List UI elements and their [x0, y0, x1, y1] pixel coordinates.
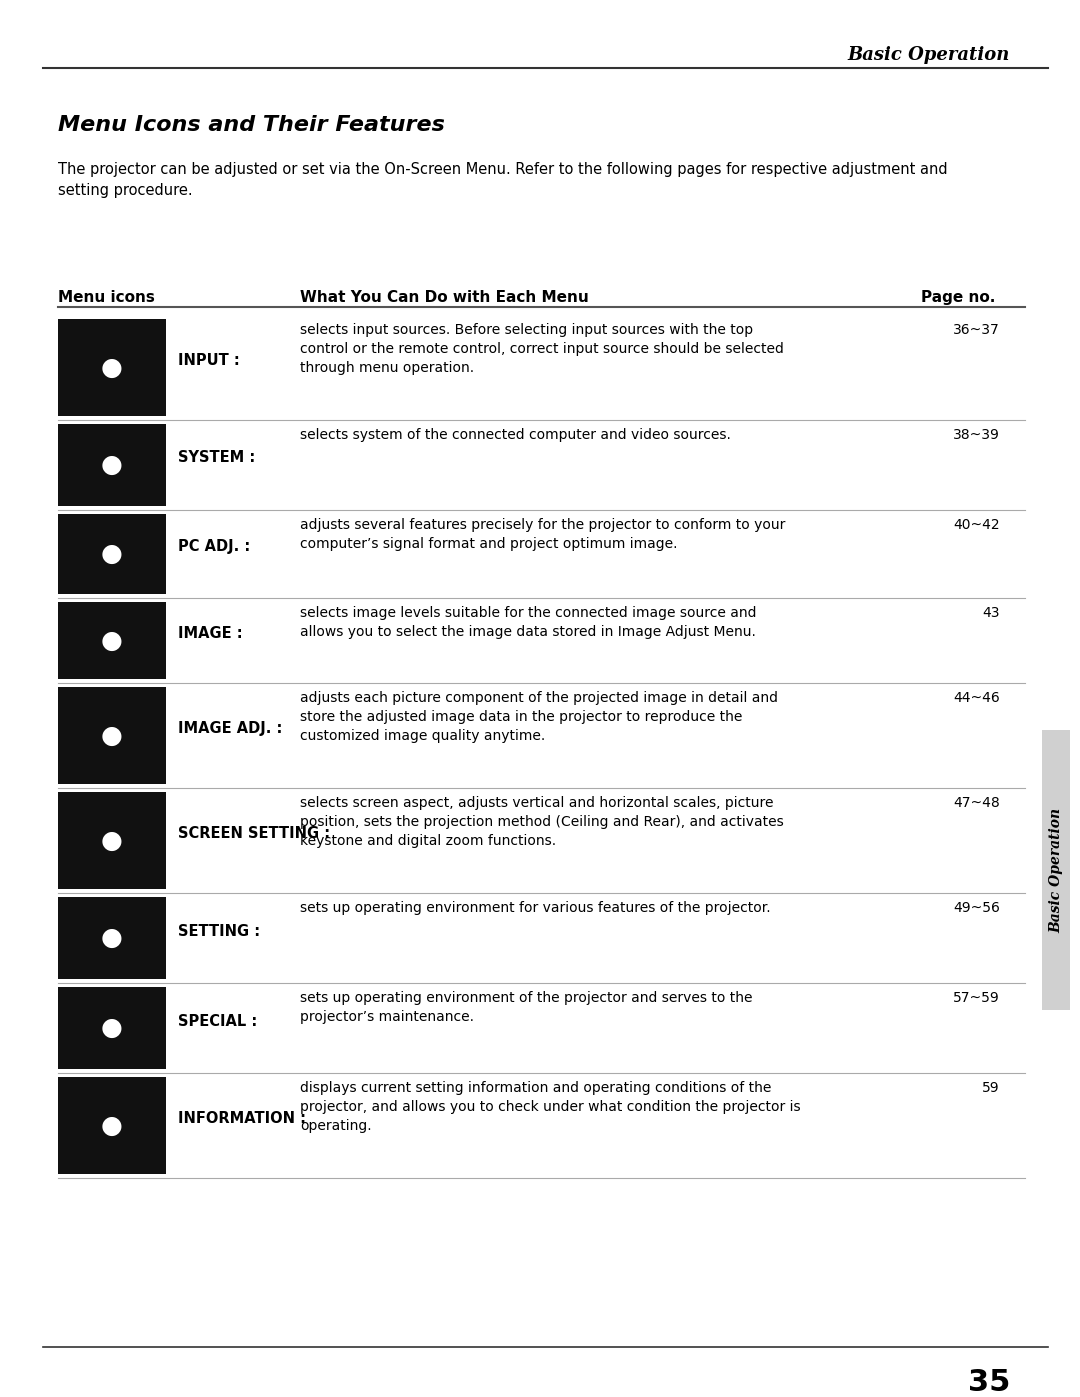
Text: selects image levels suitable for the connected image source and
allows you to s: selects image levels suitable for the co… [300, 606, 756, 638]
Text: 49~56: 49~56 [954, 901, 1000, 915]
Text: ●: ● [102, 926, 123, 950]
Text: 59: 59 [983, 1081, 1000, 1095]
Text: 40~42: 40~42 [954, 518, 1000, 532]
Text: sets up operating environment of the projector and serves to the
projector’s mai: sets up operating environment of the pro… [300, 990, 753, 1024]
Text: INFORMATION :: INFORMATION : [178, 1111, 306, 1126]
Text: ●: ● [102, 828, 123, 852]
Text: ●: ● [102, 724, 123, 747]
Text: 38~39: 38~39 [954, 427, 1000, 441]
Text: Page no.: Page no. [920, 291, 995, 305]
Text: ●: ● [102, 542, 123, 566]
Text: IMAGE ADJ. :: IMAGE ADJ. : [178, 721, 282, 736]
FancyBboxPatch shape [58, 514, 166, 594]
Text: 44~46: 44~46 [954, 692, 1000, 705]
FancyBboxPatch shape [58, 792, 166, 888]
Text: adjusts each picture component of the projected image in detail and
store the ad: adjusts each picture component of the pr… [300, 692, 778, 743]
Text: PC ADJ. :: PC ADJ. : [178, 539, 251, 555]
Text: ●: ● [102, 629, 123, 652]
Text: ●: ● [102, 453, 123, 476]
Text: selects system of the connected computer and video sources.: selects system of the connected computer… [300, 427, 731, 441]
Text: SCREEN SETTING :: SCREEN SETTING : [178, 826, 330, 841]
FancyBboxPatch shape [58, 687, 166, 784]
Text: Menu icons: Menu icons [58, 291, 154, 305]
Text: 36~37: 36~37 [954, 323, 1000, 337]
Text: 43: 43 [983, 606, 1000, 620]
Text: sets up operating environment for various features of the projector.: sets up operating environment for variou… [300, 901, 771, 915]
FancyBboxPatch shape [58, 319, 166, 416]
FancyBboxPatch shape [1042, 731, 1070, 1010]
Text: 47~48: 47~48 [954, 796, 1000, 810]
Text: SETTING :: SETTING : [178, 923, 260, 939]
Text: selects input sources. Before selecting input sources with the top
control or th: selects input sources. Before selecting … [300, 323, 784, 374]
FancyBboxPatch shape [58, 425, 166, 506]
FancyBboxPatch shape [58, 988, 166, 1069]
Text: IMAGE :: IMAGE : [178, 626, 243, 641]
Text: What You Can Do with Each Menu: What You Can Do with Each Menu [300, 291, 589, 305]
Text: INPUT :: INPUT : [178, 353, 240, 367]
FancyBboxPatch shape [58, 602, 166, 679]
Text: adjusts several features precisely for the projector to conform to your
computer: adjusts several features precisely for t… [300, 518, 785, 550]
Text: The projector can be adjusted or set via the On-Screen Menu. Refer to the follow: The projector can be adjusted or set via… [58, 162, 947, 198]
Text: Basic Operation: Basic Operation [848, 46, 1010, 64]
Text: SPECIAL :: SPECIAL : [178, 1013, 257, 1028]
Text: ●: ● [102, 1016, 123, 1039]
Text: 57~59: 57~59 [954, 990, 1000, 1004]
Text: ●: ● [102, 1113, 123, 1137]
Text: SYSTEM :: SYSTEM : [178, 450, 255, 465]
Text: selects screen aspect, adjusts vertical and horizontal scales, picture
position,: selects screen aspect, adjusts vertical … [300, 796, 784, 848]
FancyBboxPatch shape [58, 897, 166, 979]
Text: Basic Operation: Basic Operation [1049, 807, 1063, 933]
Text: Menu Icons and Their Features: Menu Icons and Their Features [58, 115, 445, 136]
Text: 35: 35 [968, 1368, 1010, 1397]
Text: displays current setting information and operating conditions of the
projector, : displays current setting information and… [300, 1081, 800, 1133]
FancyBboxPatch shape [58, 1077, 166, 1173]
Text: ●: ● [102, 355, 123, 380]
